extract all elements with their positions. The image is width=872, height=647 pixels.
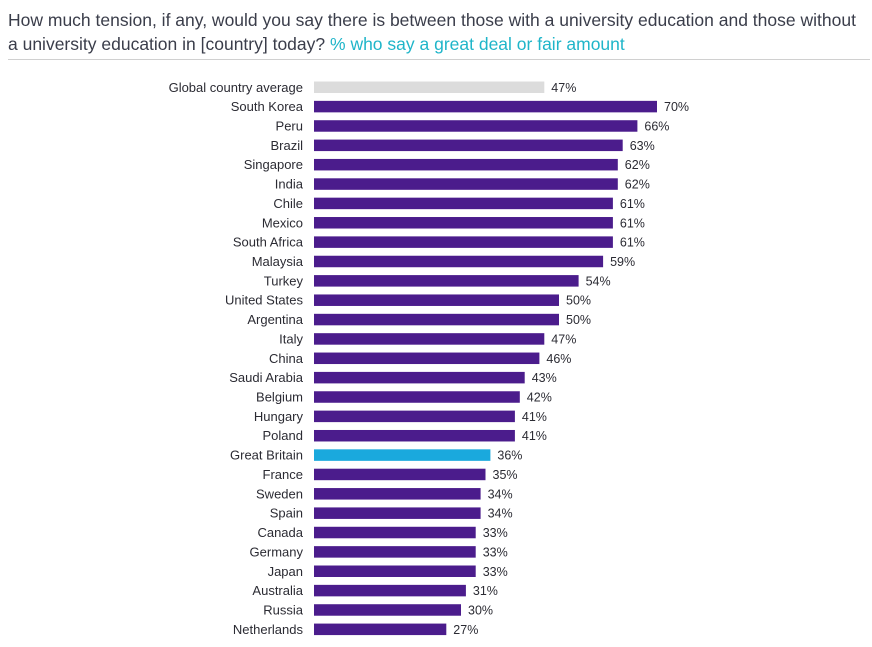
value-label-united-states: 50% xyxy=(566,294,591,308)
category-label-saudi-arabia: Saudi Arabia xyxy=(229,370,303,385)
value-label-italy: 47% xyxy=(551,332,576,346)
value-label-singapore: 62% xyxy=(625,158,650,172)
category-label-germany: Germany xyxy=(250,544,304,559)
bar-hungary xyxy=(314,410,515,423)
category-label-china: China xyxy=(269,351,304,366)
bar-china xyxy=(314,352,540,365)
category-label-russia: Russia xyxy=(263,602,304,617)
bar-spain xyxy=(314,507,481,519)
category-label-japan: Japan xyxy=(268,564,303,579)
bar-mexico xyxy=(314,217,613,229)
category-label-singapore: Singapore xyxy=(244,157,303,172)
value-label-chile: 61% xyxy=(620,197,645,211)
bar-global-country-average xyxy=(314,81,545,93)
category-label-spain: Spain xyxy=(270,506,303,521)
bar-italy xyxy=(314,333,545,345)
category-label-great-britain: Great Britain xyxy=(230,448,303,463)
bar-russia xyxy=(314,604,461,616)
value-label-poland: 41% xyxy=(522,429,547,443)
bar-poland xyxy=(314,429,515,442)
category-label-italy: Italy xyxy=(279,331,303,346)
category-label-global-country-average: Global country average xyxy=(169,80,303,95)
bar-brazil xyxy=(314,139,623,152)
bar-united-states xyxy=(314,294,559,306)
category-label-india: India xyxy=(275,177,304,192)
bar-australia xyxy=(314,584,466,597)
chart-title-main: How much tension, if any, would you say … xyxy=(8,10,856,54)
category-label-belgium: Belgium xyxy=(256,390,303,405)
bar-malaysia xyxy=(314,255,604,268)
category-label-south-korea: South Korea xyxy=(231,99,304,114)
value-label-spain: 34% xyxy=(488,507,513,521)
bar-france xyxy=(314,468,486,481)
value-label-great-britain: 36% xyxy=(497,449,522,463)
bar-germany xyxy=(314,546,476,558)
value-label-argentina: 50% xyxy=(566,313,591,327)
bar-canada xyxy=(314,526,476,539)
bar-saudi-arabia xyxy=(314,371,525,384)
category-label-peru: Peru xyxy=(276,118,303,133)
value-label-france: 35% xyxy=(493,468,518,482)
value-label-hungary: 41% xyxy=(522,410,547,424)
bar-south-africa xyxy=(314,236,613,248)
value-label-india: 62% xyxy=(625,178,650,192)
value-label-china: 46% xyxy=(546,352,571,366)
category-label-united-states: United States xyxy=(225,293,304,308)
category-label-chile: Chile xyxy=(273,196,303,211)
value-label-south-africa: 61% xyxy=(620,236,645,250)
value-label-peru: 66% xyxy=(644,119,669,133)
bar-japan xyxy=(314,565,476,577)
category-label-south-africa: South Africa xyxy=(233,235,304,250)
category-label-malaysia: Malaysia xyxy=(252,254,304,269)
category-label-sweden: Sweden xyxy=(256,486,303,501)
chart-title: How much tension, if any, would you say … xyxy=(8,8,868,56)
category-label-argentina: Argentina xyxy=(247,312,303,327)
value-label-germany: 33% xyxy=(483,545,508,559)
category-label-australia: Australia xyxy=(252,583,303,598)
bar-turkey xyxy=(314,275,579,287)
bar-peru xyxy=(314,120,638,132)
bar-south-korea xyxy=(314,100,657,113)
value-label-mexico: 61% xyxy=(620,216,645,230)
bar-chile xyxy=(314,197,613,210)
bar-india xyxy=(314,178,618,190)
value-label-saudi-arabia: 43% xyxy=(532,371,557,385)
value-label-sweden: 34% xyxy=(488,487,513,501)
category-label-turkey: Turkey xyxy=(264,273,304,288)
bar-singapore xyxy=(314,158,618,171)
category-label-netherlands: Netherlands xyxy=(233,622,304,637)
title-divider xyxy=(8,59,870,60)
value-label-canada: 33% xyxy=(483,526,508,540)
chart-subtitle: % who say a great deal or fair amount xyxy=(330,34,625,54)
value-label-turkey: 54% xyxy=(586,274,611,288)
bar-argentina xyxy=(314,313,559,326)
bar-great-britain xyxy=(314,449,491,461)
bar-netherlands xyxy=(314,623,447,636)
value-label-brazil: 63% xyxy=(630,139,655,153)
category-label-canada: Canada xyxy=(257,525,303,540)
category-label-mexico: Mexico xyxy=(262,215,303,230)
value-label-netherlands: 27% xyxy=(453,623,478,637)
value-label-south-korea: 70% xyxy=(664,100,689,114)
category-label-poland: Poland xyxy=(263,428,303,443)
bar-belgium xyxy=(314,391,520,403)
category-label-france: France xyxy=(263,467,303,482)
category-label-brazil: Brazil xyxy=(270,138,303,153)
value-label-global-country-average: 47% xyxy=(551,81,576,95)
bar-sweden xyxy=(314,488,481,500)
category-label-hungary: Hungary xyxy=(254,409,304,424)
value-label-belgium: 42% xyxy=(527,391,552,405)
value-label-australia: 31% xyxy=(473,584,498,598)
value-label-malaysia: 59% xyxy=(610,255,635,269)
value-label-russia: 30% xyxy=(468,603,493,617)
value-label-japan: 33% xyxy=(483,565,508,579)
